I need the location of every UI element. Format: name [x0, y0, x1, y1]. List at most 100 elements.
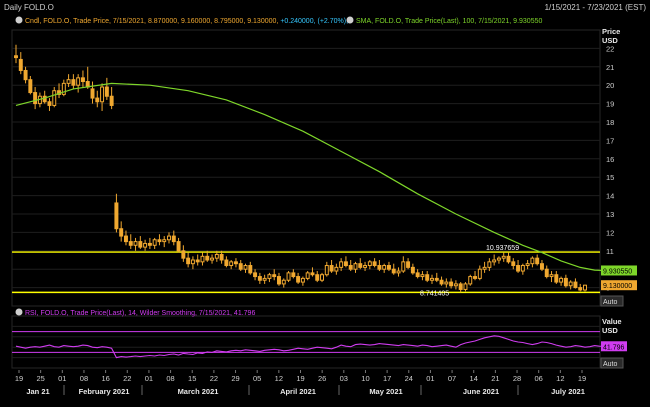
candle-legend[interactable]: Cndl, FOLD.O, Trade Price, 7/15/2021, 8.…	[15, 16, 349, 26]
sma-legend[interactable]: SMA, FOLD.O, Trade Price(Last), 100, 7/1…	[346, 16, 543, 26]
price-auto-label: Auto	[603, 299, 618, 306]
candle-body	[554, 274, 559, 283]
candle-body	[157, 239, 162, 243]
candle-body	[95, 97, 100, 103]
candle-body	[114, 202, 119, 230]
x-tick-label: 01	[145, 374, 153, 383]
candle-body	[377, 265, 382, 270]
x-month-label: May 2021	[369, 387, 402, 396]
x-tick-label: 06	[535, 374, 543, 383]
rsi-auto-button[interactable]: Auto	[600, 357, 624, 369]
candle-body	[109, 95, 114, 106]
candle-body	[453, 283, 458, 287]
candle-body	[90, 88, 95, 99]
candle-body	[186, 257, 191, 265]
candle-legend-text: Cndl, FOLD.O, Trade Price, 7/15/2021, 8.…	[25, 18, 278, 25]
candle-body	[549, 274, 554, 278]
price-tick-label: 14	[606, 192, 614, 201]
chart-title: Daily FOLD.O	[4, 3, 54, 12]
candle-body	[267, 274, 272, 279]
x-tick-label: 05	[253, 374, 261, 383]
price-tick-label: 12	[606, 228, 614, 237]
candle-body	[382, 265, 387, 270]
date-range: 1/15/2021 - 7/23/2021 (EST)	[545, 3, 647, 12]
x-tick-label: 03	[340, 374, 348, 383]
candle-body	[573, 281, 578, 289]
candle-body	[277, 276, 281, 285]
candle-body	[272, 274, 277, 278]
price-tick-label: 13	[606, 210, 614, 219]
candle-body	[563, 277, 568, 287]
candle-body	[420, 274, 425, 278]
candle-body	[425, 274, 430, 281]
rsi-guide-lines	[12, 331, 600, 353]
level-line-label: 8.741405	[420, 290, 449, 297]
x-tick-label: 22	[210, 374, 218, 383]
x-tick-label: 07	[448, 374, 456, 383]
candle-body	[434, 277, 439, 281]
candle-body	[525, 263, 530, 267]
rsi-value-tag-box	[601, 341, 627, 352]
candle-body	[539, 263, 544, 270]
candle-body	[386, 265, 391, 270]
candle-body	[492, 259, 497, 263]
candle-body	[324, 265, 329, 276]
candle-body	[42, 95, 47, 103]
candle-body	[406, 261, 411, 268]
candle-body	[104, 86, 109, 97]
level-lines: 10.937659 8.741405	[12, 245, 600, 297]
candle-body	[339, 261, 344, 268]
candle-body	[391, 268, 396, 274]
rsi-legend[interactable]: RSI, FOLD.O, Trade Price(Last), 14, Wild…	[15, 308, 256, 318]
candle-body	[257, 276, 262, 281]
x-tick-label: 01	[58, 374, 66, 383]
candle-body	[162, 239, 167, 243]
candle-body	[348, 265, 353, 270]
rsi-axis-title: Value	[602, 317, 622, 326]
x-month-label: Jan 21	[26, 387, 49, 396]
candle-body	[291, 272, 296, 278]
candle-body	[76, 77, 81, 86]
legend-target-icon[interactable]	[15, 16, 23, 24]
candle-body	[334, 266, 339, 272]
rsi-legend-text: RSI, FOLD.O, Trade Price(Last), 14, Wild…	[25, 310, 255, 317]
candle-body	[219, 253, 224, 261]
price-tick-label: 17	[606, 136, 614, 145]
candle-body	[511, 261, 516, 267]
candle-body	[358, 263, 363, 268]
x-axis: 19 25 01 08 16 22 01 08 15 22 29 05 12 19 26 03 10 17 24 01…	[15, 370, 586, 396]
candle-body	[501, 255, 506, 259]
price-tags: 9.930550 9.130000	[601, 265, 637, 291]
legend-target-icon[interactable]	[346, 16, 354, 24]
x-tick-label: 12	[556, 374, 564, 383]
candle-body	[430, 277, 434, 281]
level-line-label: 10.937659	[486, 245, 519, 252]
candle-body	[583, 284, 587, 291]
candle-body	[506, 255, 511, 263]
legend-target-icon[interactable]	[15, 308, 23, 316]
candle-body	[578, 287, 583, 291]
candle-body	[167, 235, 171, 241]
candle-body	[80, 77, 85, 83]
candle-body	[439, 279, 444, 285]
candle-body	[482, 266, 487, 270]
candle-body	[214, 253, 219, 259]
x-tick-label: 21	[491, 374, 499, 383]
candle-body	[238, 263, 243, 270]
candle-body	[320, 274, 324, 281]
price-auto-button[interactable]: Auto	[600, 295, 624, 307]
x-tick-label: 17	[383, 374, 391, 383]
price-tick-label: 18	[606, 118, 614, 127]
candle-body	[229, 261, 234, 267]
price-tick-label: 19	[606, 100, 614, 109]
x-tick-label: 19	[296, 374, 304, 383]
x-month-label: March 2021	[178, 387, 219, 396]
candle-body	[262, 277, 267, 281]
x-tick-label: 25	[36, 374, 44, 383]
candle-body	[195, 259, 200, 263]
x-tick-label: 14	[470, 374, 478, 383]
candle-body	[200, 255, 205, 263]
rsi-value-tag-label: 41.796	[603, 344, 625, 351]
candle-body	[253, 272, 258, 278]
